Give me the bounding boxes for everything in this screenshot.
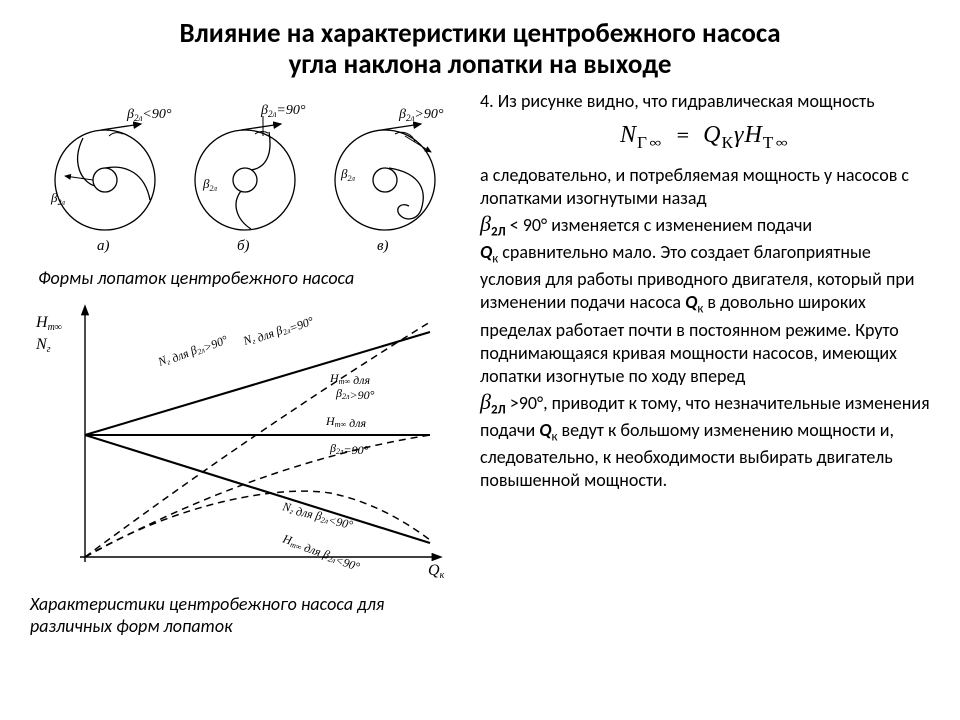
svg-text:β2л: β2л	[202, 176, 217, 193]
q-symbol-1: Q	[480, 241, 492, 263]
svg-text:Nг для β2л=90°: Nг для β2л=90°	[240, 310, 315, 352]
impeller-caption: Формы лопаток центробежного насоса	[38, 267, 470, 289]
svg-text:Hт∞: Hт∞	[35, 314, 62, 333]
slide-page: Влияние на характеристики центробежного …	[0, 0, 960, 720]
beta-sub-2: 2Л	[491, 402, 506, 417]
beta-tail-1: < 90° изменяется с изменением подачи	[506, 214, 812, 236]
svg-text:в): в)	[377, 238, 389, 254]
svg-text:Hт∞ для β2л<90°: Hт∞ для β2л<90°	[279, 531, 363, 574]
q-symbol-3: Q	[539, 419, 551, 441]
svg-text:β2л: β2л	[50, 190, 65, 207]
svg-text:β2л>90°: β2л>90°	[335, 386, 375, 402]
characteristics-chart: Hт∞ Nг Qк Nг для β2л>90° Nг дл	[30, 297, 460, 587]
formula-power: NГ∞ = QКγHТ∞	[480, 119, 930, 154]
svg-text:Nг: Nг	[35, 336, 51, 355]
svg-text:б): б)	[237, 238, 250, 254]
beta-symbol-2: β	[480, 389, 491, 414]
chart-caption: Характеристики центробежного насоса для …	[30, 594, 470, 637]
svg-text:Nг для β2л>90°: Nг для β2л>90°	[155, 329, 230, 373]
body-para: а следовательно, и потребляемая мощность…	[480, 164, 930, 492]
title-line-1: Влияние на характеристики центробежного …	[179, 17, 780, 50]
svg-text:β2л: β2л	[340, 166, 355, 183]
svg-text:Hт∞ для: Hт∞ для	[329, 371, 370, 387]
svg-text:Hт∞ для: Hт∞ для	[325, 414, 366, 430]
svg-text:β2л<90°: β2л<90°	[126, 107, 172, 123]
left-column: β2л<90° β2л а) β2л=90°	[30, 90, 470, 637]
beta-symbol-1: β	[480, 211, 491, 236]
title-line-2: угла наклона лопатки на выходе	[289, 48, 672, 81]
svg-text:Nг для β2л<90°: Nг для β2л<90°	[280, 499, 356, 532]
svg-text:Qк: Qк	[428, 562, 445, 581]
svg-text:β2л=90°: β2л=90°	[329, 441, 369, 457]
text-p1a: а следовательно, и потребляемая мощность…	[480, 164, 909, 209]
content-columns: β2л<90° β2л а) β2л=90°	[30, 90, 930, 637]
beta-sub-1: 2Л	[491, 225, 506, 240]
svg-text:β2л>90°: β2л>90°	[398, 107, 444, 123]
lead-para: 4. Из рисунке видно, что гидравлическая …	[480, 90, 930, 113]
q-symbol-2: Q	[685, 291, 697, 313]
right-column: 4. Из рисунке видно, что гидравлическая …	[470, 90, 930, 496]
impeller-shapes-diagram: β2л<90° β2л а) β2л=90°	[30, 90, 460, 260]
svg-text:β2л=90°: β2л=90°	[260, 103, 306, 119]
page-title: Влияние на характеристики центробежного …	[30, 18, 930, 80]
svg-text:а): а)	[97, 238, 110, 254]
